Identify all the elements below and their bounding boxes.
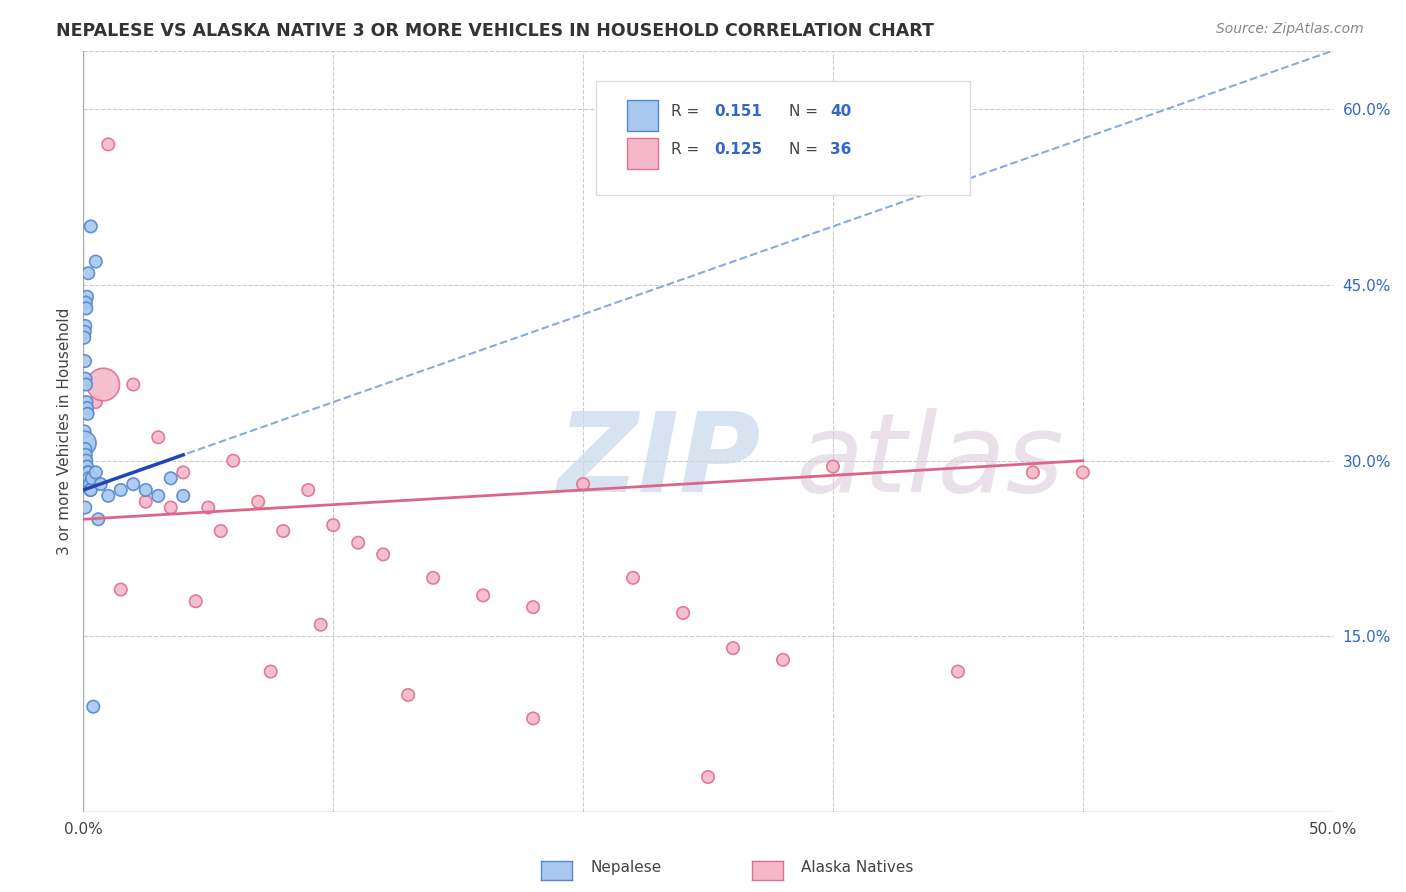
Point [77, 266, 100, 280]
Point [946, 665, 969, 679]
Text: 36: 36 [831, 142, 852, 157]
Point [76, 290, 98, 304]
Text: 0.125: 0.125 [714, 142, 762, 157]
Point [79, 477, 101, 491]
Point [672, 606, 695, 620]
Point [79, 483, 101, 497]
Point [110, 483, 132, 497]
Y-axis label: 3 or more Vehicles in Household: 3 or more Vehicles in Household [58, 308, 72, 555]
FancyBboxPatch shape [627, 100, 658, 130]
Point [472, 589, 495, 603]
Point [80, 471, 103, 485]
Text: Alaska Natives: Alaska Natives [801, 861, 914, 875]
Point [73, 331, 96, 345]
Point [1071, 466, 1094, 480]
Text: atlas: atlas [796, 409, 1064, 516]
Point [772, 653, 794, 667]
Point [1022, 466, 1045, 480]
Point [572, 477, 595, 491]
Text: R =: R = [671, 104, 703, 120]
Point [75, 372, 97, 386]
Point [84, 395, 107, 409]
Point [159, 471, 181, 485]
Point [73, 425, 96, 439]
Text: 40: 40 [831, 104, 852, 120]
FancyBboxPatch shape [596, 81, 970, 195]
Text: N =: N = [789, 104, 823, 120]
Point [76, 395, 98, 409]
Point [97, 137, 120, 152]
Point [122, 477, 145, 491]
Point [222, 453, 245, 467]
FancyBboxPatch shape [627, 138, 658, 169]
Point [522, 711, 544, 725]
Point [77, 471, 100, 485]
Point [91, 377, 114, 392]
Point [322, 518, 344, 533]
Text: Nepalese: Nepalese [591, 861, 662, 875]
Point [422, 571, 444, 585]
Text: 0.151: 0.151 [714, 104, 762, 120]
Point [148, 489, 170, 503]
Point [373, 548, 395, 562]
Point [271, 524, 294, 538]
Point [87, 512, 110, 526]
Point [73, 354, 96, 368]
Point [297, 483, 319, 497]
Point [159, 500, 181, 515]
Point [77, 466, 100, 480]
Point [347, 535, 370, 549]
Point [80, 483, 103, 497]
Point [76, 407, 98, 421]
Point [110, 582, 132, 597]
Point [309, 617, 332, 632]
Point [73, 436, 96, 450]
Point [75, 448, 97, 462]
Point [76, 466, 98, 480]
Point [75, 377, 97, 392]
Point [697, 770, 720, 784]
Text: Source: ZipAtlas.com: Source: ZipAtlas.com [1216, 22, 1364, 37]
Point [396, 688, 419, 702]
Point [135, 494, 157, 508]
Point [260, 665, 283, 679]
Text: NEPALESE VS ALASKA NATIVE 3 OR MORE VEHICLES IN HOUSEHOLD CORRELATION CHART: NEPALESE VS ALASKA NATIVE 3 OR MORE VEHI… [56, 22, 934, 40]
Point [75, 318, 97, 333]
Text: R =: R = [671, 142, 703, 157]
Point [184, 594, 207, 608]
Point [75, 301, 97, 316]
Point [90, 477, 112, 491]
Point [73, 325, 96, 339]
Point [721, 641, 744, 656]
Point [122, 377, 145, 392]
Point [76, 459, 98, 474]
Point [75, 453, 97, 467]
Point [135, 483, 157, 497]
Point [84, 466, 107, 480]
Point [75, 295, 97, 310]
Point [75, 442, 97, 456]
Point [97, 489, 120, 503]
Text: ZIP: ZIP [558, 409, 762, 516]
Point [82, 699, 104, 714]
Point [247, 494, 270, 508]
Point [621, 571, 644, 585]
Point [148, 430, 170, 444]
Point [172, 489, 194, 503]
Point [80, 219, 103, 234]
Point [76, 401, 98, 415]
Text: N =: N = [789, 142, 823, 157]
Point [522, 600, 544, 615]
Point [821, 459, 844, 474]
Point [172, 466, 194, 480]
Point [75, 500, 97, 515]
Point [209, 524, 232, 538]
Point [197, 500, 219, 515]
Point [84, 254, 107, 268]
